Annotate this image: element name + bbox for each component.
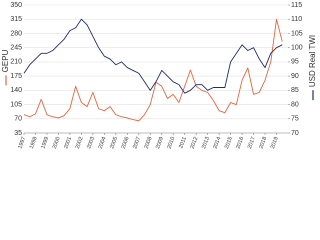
x-tick-label: 2002: [75, 136, 85, 150]
chart: 35 70 105 140 175 210 245 280 315 350 70 75 80 85 90 95…: [1, 2, 317, 150]
x-tick-label: 2004: [98, 136, 108, 150]
y-tick-label: 175: [10, 73, 22, 80]
x-tick-label: 2001: [63, 136, 73, 150]
x-tick-label: 2008: [144, 136, 154, 150]
x-tick-label: 2013: [201, 136, 211, 150]
x-tick-label: 1997: [17, 136, 27, 150]
x-tick-label: 2016: [236, 136, 246, 150]
x-tick-label: 2014: [213, 136, 223, 150]
x-tick-label: 2000: [52, 136, 62, 150]
series-line: [23, 18, 283, 122]
y-tick-label: 245: [10, 45, 22, 52]
y-tick-label: 35: [14, 130, 22, 137]
y2-tick-label: 105: [291, 30, 303, 37]
y2-tick-label: 115: [291, 2, 302, 9]
x-tick-label: 1998: [29, 136, 39, 150]
y2-tick-label: 100: [291, 45, 303, 52]
x-tick-label: 2015: [224, 136, 234, 150]
y2-tick-label: 75: [291, 116, 299, 123]
legend-label: USD Real TWI: [308, 35, 317, 87]
y-tick-label: 350: [10, 2, 22, 9]
y2-tick-label: 85: [291, 87, 299, 94]
y-tick-label: 210: [10, 59, 22, 66]
x-tick-label: 1999: [40, 136, 50, 150]
x-tick-label: 2010: [167, 136, 177, 150]
x-tick-label: 2005: [109, 136, 119, 150]
y2-tick-label: 110: [291, 16, 302, 23]
x-tick-label: 2009: [155, 136, 165, 150]
series-line: [23, 18, 283, 94]
x-tick-label: 2018: [258, 136, 268, 150]
y-tick-label: 70: [14, 116, 22, 123]
y2-tick-label: 95: [291, 59, 299, 66]
x-tick-label: 2012: [190, 136, 200, 150]
y-tick-label: 280: [10, 30, 22, 37]
y-tick-label: 105: [10, 101, 22, 108]
x-tick-label: 2011: [178, 136, 188, 149]
y-tick-label: 315: [10, 16, 22, 23]
y2-tick-label: 80: [291, 101, 299, 108]
x-tick-label: 2017: [247, 136, 257, 150]
y2-tick-label: 70: [291, 130, 299, 137]
legend-label: GEPU: [1, 49, 10, 72]
y-tick-label: 140: [10, 87, 22, 94]
x-tick-label: 2006: [121, 136, 131, 150]
x-tick-label: 2007: [132, 136, 142, 150]
x-tick-label: 2003: [86, 136, 96, 150]
y2-tick-label: 90: [291, 73, 299, 80]
x-tick-label: 2019: [270, 136, 280, 150]
